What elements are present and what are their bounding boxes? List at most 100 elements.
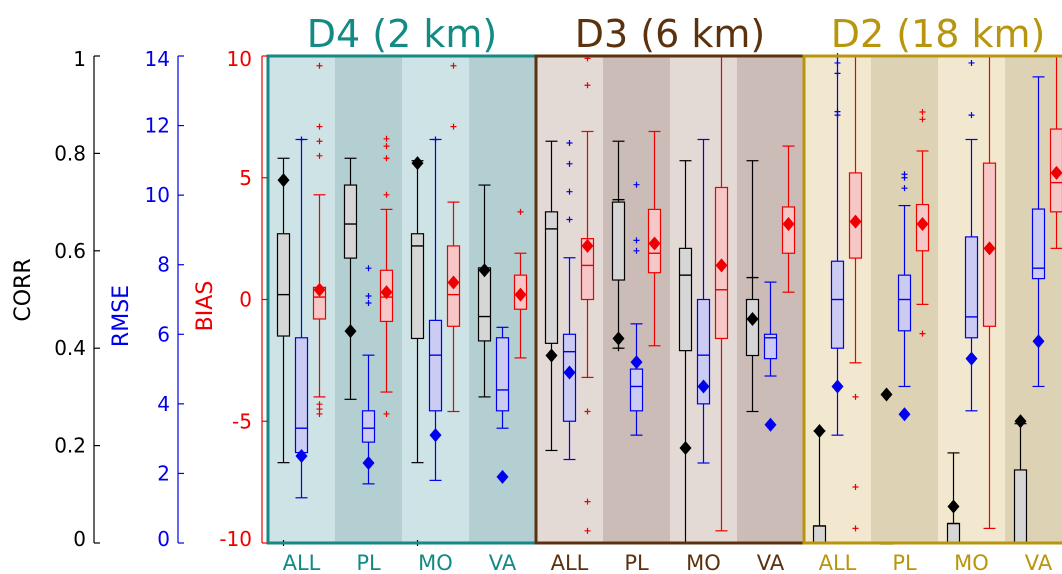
mean-marker (447, 275, 460, 290)
box-iqr (544, 211, 559, 344)
y-axis-title-bias: BIAS (193, 281, 218, 332)
box-iqr (428, 319, 443, 412)
mean-marker (344, 324, 357, 339)
outlier-marker (450, 62, 457, 69)
box-iqr (611, 201, 626, 281)
y-tick-label-bias: -5 (232, 409, 252, 433)
outlier-marker (517, 208, 524, 215)
outlier-marker (365, 265, 372, 272)
mean-marker (764, 417, 777, 432)
box-iqr (812, 525, 827, 544)
mean-marker (630, 355, 643, 370)
mean-marker (1014, 414, 1027, 429)
mean-marker (362, 455, 375, 470)
y-tick-label-bias: -10 (219, 527, 252, 551)
category-label: VA (757, 551, 785, 574)
outlier-marker (316, 152, 323, 159)
y-tick-label-rmse: 2 (157, 461, 170, 485)
box-plot-rmse (495, 326, 510, 484)
outlier-marker (316, 62, 323, 69)
mean-marker (313, 282, 326, 297)
outlier-marker (834, 59, 841, 66)
y-tick-label-rmse: 8 (157, 253, 170, 277)
box-iqr (678, 247, 693, 352)
outlier-marker (365, 293, 372, 300)
box-plot-bias (580, 55, 595, 534)
y-tick-label-rmse: 4 (157, 392, 170, 416)
box-iqr (477, 267, 492, 342)
mean-marker (697, 379, 710, 394)
category-label: ALL (551, 551, 589, 574)
box-plot-bias (379, 135, 394, 417)
box-plot-bias (647, 130, 662, 347)
mean-marker (545, 348, 558, 363)
mean-marker (916, 217, 929, 232)
y-tick-label-rmse: 0 (157, 527, 170, 551)
y-tick-label-corr: 0 (73, 527, 86, 551)
category-label: PL (892, 551, 917, 574)
category-label: ALL (819, 551, 857, 574)
outlier-marker (633, 247, 640, 254)
category-label: MO (418, 551, 453, 574)
box-plot-rmse (696, 138, 711, 464)
outlier-marker (633, 237, 640, 244)
outlier-marker (365, 299, 372, 306)
outlier-marker (450, 123, 457, 130)
box-iqr (629, 368, 644, 412)
box-plot-bias (982, 55, 997, 529)
box-plot-corr (1013, 414, 1028, 544)
outlier-marker (298, 136, 305, 143)
outlier-marker (383, 410, 390, 417)
box-plot-corr (544, 140, 559, 452)
mean-marker (563, 365, 576, 380)
outlier-marker (383, 143, 390, 150)
box-plot-rmse (1031, 76, 1046, 388)
y-tick-label-corr: 0.2 (54, 434, 86, 458)
y-tick-label-bias: 5 (239, 166, 252, 190)
box-plot-rmse (830, 53, 845, 436)
mean-marker (581, 238, 594, 253)
box-iqr (964, 236, 979, 339)
box-iqr (580, 238, 595, 301)
outlier-marker (852, 483, 859, 490)
box-iqr (276, 233, 291, 337)
mean-marker (898, 407, 911, 422)
box-plot-bias (848, 55, 863, 532)
box-iqr (763, 333, 778, 360)
box-plot-bias (513, 208, 528, 359)
box-iqr (495, 337, 510, 412)
outlier-marker (901, 171, 908, 178)
mean-marker (947, 499, 960, 514)
box-plot-bias (312, 62, 327, 417)
outlier-marker (383, 155, 390, 162)
box-iqr (361, 410, 376, 443)
outlier-marker (566, 160, 573, 167)
box-iqr (830, 260, 845, 349)
mean-marker (782, 217, 795, 232)
mean-marker (983, 241, 996, 256)
y-tick-label-rmse: 12 (145, 114, 170, 138)
outlier-marker (566, 216, 573, 223)
box-iqr (745, 298, 760, 357)
mean-marker (496, 469, 509, 484)
box-iqr (946, 522, 961, 544)
category-labels: ALL PL MO VA ALL PL MO VA ALL PL MO VA (283, 551, 1053, 574)
y-tick-label-corr: 0.4 (54, 336, 86, 360)
box-plot-bias (781, 145, 796, 293)
box-plot-corr (678, 160, 693, 544)
y-tick-label-bias: 10 (227, 47, 252, 71)
mean-marker (478, 263, 491, 278)
mean-marker (746, 311, 759, 326)
category-band (603, 56, 670, 543)
box-plot-rmse (763, 281, 778, 432)
y-axis-title-corr: CORR (11, 258, 36, 321)
outlier-marker (584, 408, 591, 415)
box-plot-corr (477, 184, 492, 398)
category-label: MO (686, 551, 721, 574)
box-plot-rmse (294, 136, 309, 499)
mean-marker (880, 387, 893, 402)
y-axis-title-rmse: RMSE (109, 285, 134, 347)
category-label: VA (1025, 551, 1053, 574)
y-axes: 0 0.2 0.4 0.6 0.8 1 CORR 0 2 4 6 8 10 12 14 RMSE -10 -5 0 5… (11, 47, 268, 551)
